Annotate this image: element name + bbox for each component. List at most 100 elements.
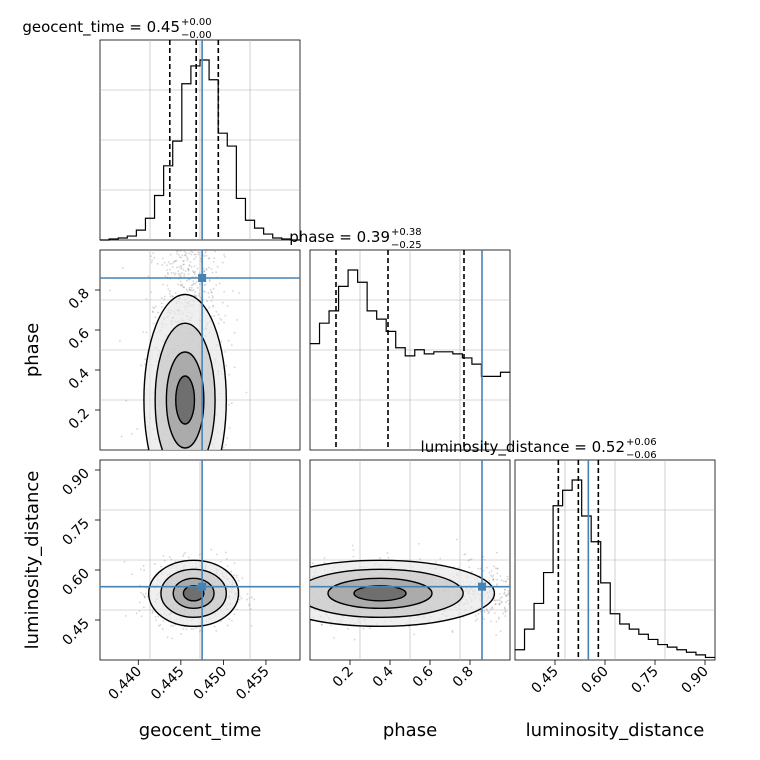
sample-point: [347, 627, 350, 630]
sample-point: [198, 553, 201, 556]
sample-point: [215, 271, 218, 274]
sample-point: [499, 592, 501, 595]
sample-point: [232, 290, 234, 293]
sample-point: [130, 432, 133, 435]
histogram-phase: [310, 269, 510, 377]
sample-point: [121, 267, 124, 269]
sample-point: [217, 322, 220, 325]
sample-point: [210, 548, 213, 551]
sample-point: [184, 250, 186, 253]
sample-point: [163, 298, 166, 301]
sample-point: [153, 307, 156, 310]
sample-point: [504, 615, 507, 617]
sample-point: [451, 629, 454, 632]
sample-point: [160, 297, 163, 299]
sample-point: [160, 565, 163, 568]
x-tick-label: 0.445: [148, 664, 188, 704]
sample-point: [499, 630, 502, 632]
sample-point: [184, 551, 187, 554]
sample-point: [143, 596, 146, 598]
panel-content: [310, 460, 510, 660]
sample-point: [187, 269, 190, 272]
sample-point: [192, 282, 195, 285]
sample-point: [179, 280, 182, 283]
sample-point: [477, 567, 480, 570]
sample-point: [506, 593, 509, 596]
sample-point: [435, 561, 437, 563]
sample-point: [192, 289, 195, 292]
sample-point: [223, 290, 226, 293]
sample-point: [500, 600, 503, 603]
sample-point: [503, 606, 506, 609]
sample-point: [494, 603, 496, 606]
truth-marker: [198, 274, 207, 282]
sample-point: [500, 601, 503, 604]
sample-point: [508, 595, 510, 597]
sample-point: [175, 259, 178, 262]
sample-point: [175, 250, 178, 252]
sample-point: [204, 251, 207, 254]
sample-point: [498, 602, 501, 605]
sample-point: [496, 567, 499, 570]
sample-point: [455, 538, 458, 541]
sample-point: [220, 319, 223, 321]
sample-point: [508, 602, 510, 605]
sample-point: [170, 625, 172, 627]
sample-point: [173, 273, 176, 276]
sample-point: [413, 633, 416, 636]
sample-point: [221, 261, 224, 264]
sample-point: [206, 300, 208, 303]
sample-point: [246, 598, 249, 601]
sample-point: [193, 294, 196, 297]
sample-point: [486, 609, 489, 612]
sample-point: [195, 295, 197, 297]
sample-point: [187, 257, 189, 260]
sample-point: [185, 288, 188, 291]
sample-point: [160, 302, 163, 305]
sample-point: [212, 305, 215, 308]
sample-point: [351, 544, 354, 547]
sample-point: [238, 595, 241, 598]
sample-point: [161, 628, 164, 631]
sample-point: [183, 553, 185, 555]
sample-point: [238, 292, 240, 294]
sample-point: [179, 250, 182, 252]
sample-point: [213, 257, 216, 260]
sample-point: [151, 310, 154, 313]
sample-point: [223, 253, 225, 256]
title-phase: phase = 0.39 +0.38 −0.25: [289, 227, 421, 251]
sample-point: [123, 560, 126, 563]
sample-point: [194, 283, 197, 285]
sample-point: [207, 266, 210, 269]
sample-point: [225, 551, 227, 554]
sample-point: [218, 282, 221, 285]
title-plus: +0.38: [391, 227, 422, 238]
sample-point: [210, 291, 213, 293]
sample-point: [207, 292, 210, 294]
sample-point: [188, 288, 191, 291]
sample-point: [177, 283, 179, 286]
x-axis-label-geocent_time: geocent_time: [139, 720, 262, 741]
sample-point: [191, 283, 194, 286]
sample-point: [195, 627, 198, 630]
sample-point: [182, 260, 185, 263]
sample-point: [226, 624, 229, 627]
sample-point: [194, 253, 197, 256]
sample-point: [378, 557, 381, 560]
sample-point: [119, 339, 121, 342]
sample-point: [476, 618, 479, 620]
title-minus: −0.25: [391, 240, 422, 251]
panel-content: [100, 460, 300, 660]
sample-point: [238, 598, 241, 601]
sample-point: [185, 628, 188, 631]
sample-point: [143, 569, 145, 572]
sample-point: [151, 259, 153, 262]
sample-point: [439, 557, 442, 560]
sample-point: [173, 260, 176, 263]
sample-point: [183, 273, 186, 276]
sample-point: [145, 331, 148, 334]
sample-point: [142, 564, 145, 567]
sample-point: [170, 558, 173, 561]
sample-point: [138, 601, 141, 604]
sample-point: [153, 563, 156, 565]
